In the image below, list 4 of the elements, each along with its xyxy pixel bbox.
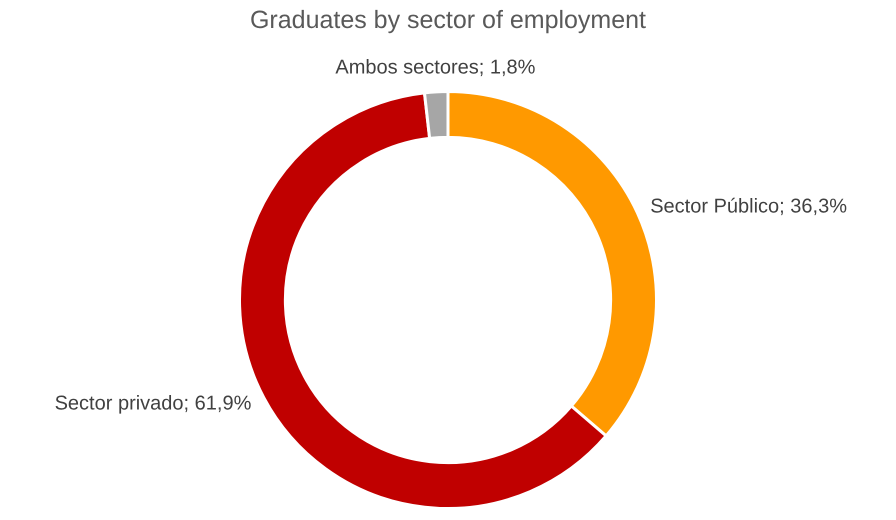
chart-title: Graduates by sector of employment bbox=[248, 6, 648, 35]
slice-label: Sector privado; 61,9% bbox=[54, 392, 252, 415]
slice-label: Ambos sectores; 1,8% bbox=[335, 56, 536, 78]
slice-label: Sector Público; 36,3% bbox=[650, 196, 848, 218]
